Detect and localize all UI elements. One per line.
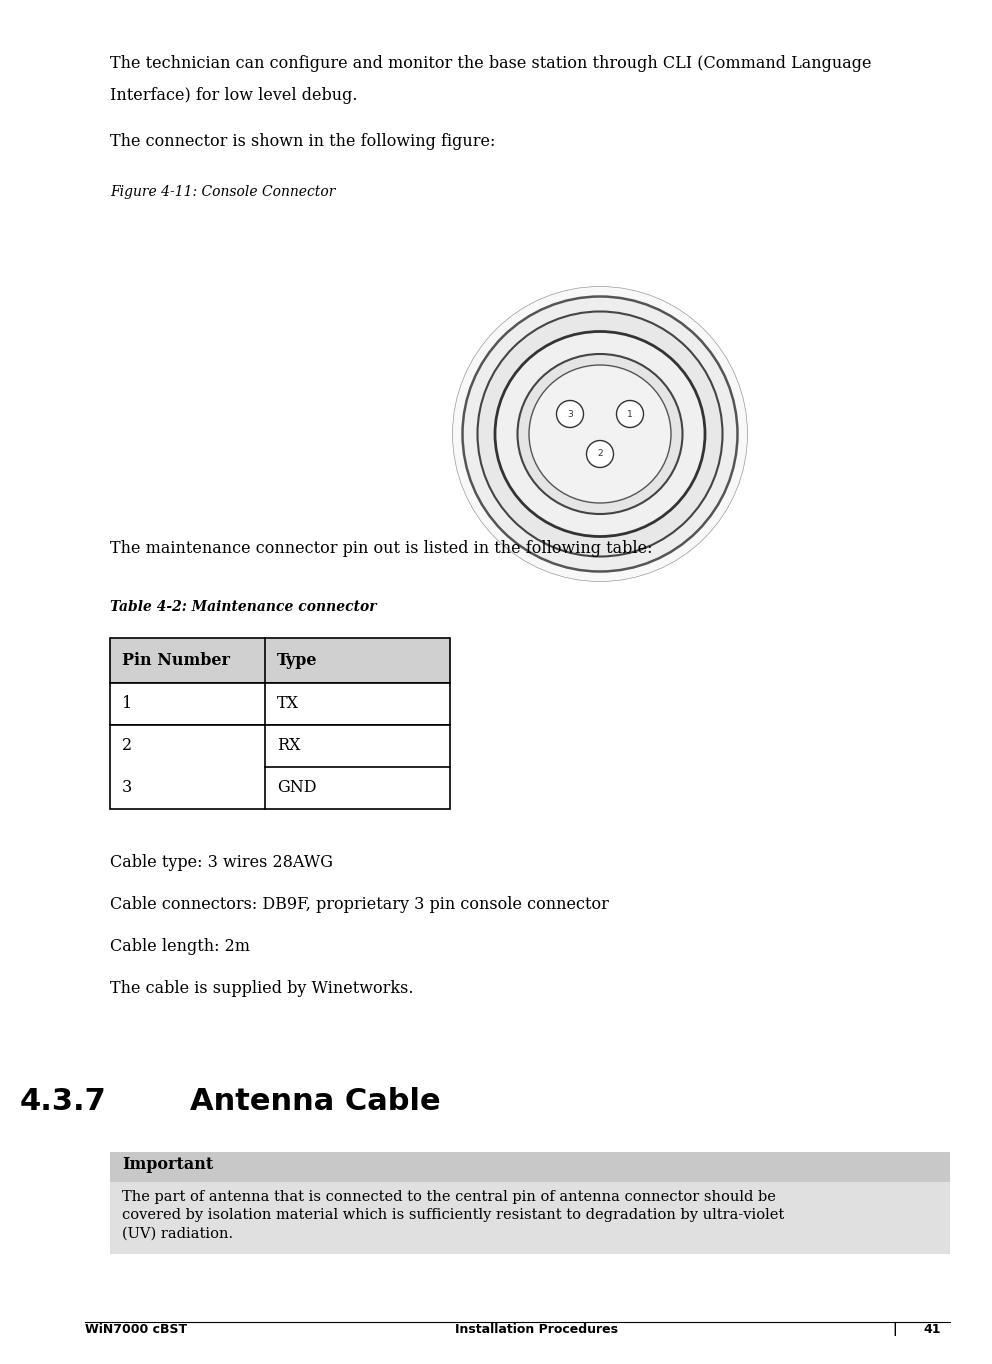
Text: Figure 4-11: Console Connector: Figure 4-11: Console Connector — [110, 186, 335, 199]
Text: WiN7000 cBST: WiN7000 cBST — [85, 1323, 187, 1335]
Ellipse shape — [557, 401, 583, 427]
Text: Cable type: 3 wires 28AWG: Cable type: 3 wires 28AWG — [110, 854, 333, 872]
Text: Type: Type — [277, 652, 317, 668]
Text: Pin Number: Pin Number — [122, 652, 230, 668]
Text: 2: 2 — [597, 450, 603, 458]
Text: Cable length: 2m: Cable length: 2m — [110, 938, 250, 955]
Text: Installation Procedures: Installation Procedures — [454, 1323, 617, 1335]
Bar — [110, 638, 450, 683]
Bar — [110, 683, 450, 726]
Ellipse shape — [477, 311, 722, 557]
Ellipse shape — [529, 366, 671, 503]
Ellipse shape — [495, 331, 705, 536]
Text: Cable connectors: DB9F, proprietary 3 pin console connector: Cable connectors: DB9F, proprietary 3 pi… — [110, 896, 609, 913]
Ellipse shape — [586, 441, 613, 468]
Text: 1: 1 — [122, 696, 132, 712]
Text: |: | — [893, 1323, 898, 1335]
Text: Table 4-2: Maintenance connector: Table 4-2: Maintenance connector — [110, 600, 377, 614]
Text: Interface) for low level debug.: Interface) for low level debug. — [110, 87, 357, 104]
Text: 4.3.7: 4.3.7 — [20, 1087, 107, 1116]
Ellipse shape — [462, 296, 737, 572]
Text: The technician can configure and monitor the base station through CLI (Command L: The technician can configure and monitor… — [110, 55, 872, 72]
Ellipse shape — [616, 401, 644, 427]
Text: RX: RX — [277, 738, 301, 754]
Text: 1: 1 — [627, 409, 633, 419]
Text: 3: 3 — [122, 779, 132, 797]
Text: GND: GND — [277, 779, 316, 797]
Text: The connector is shown in the following figure:: The connector is shown in the following … — [110, 134, 495, 150]
Bar — [110, 1153, 950, 1183]
Text: The maintenance connector pin out is listed in the following table:: The maintenance connector pin out is lis… — [110, 540, 653, 557]
Text: Important: Important — [122, 1157, 213, 1173]
Text: Antenna Cable: Antenna Cable — [190, 1087, 440, 1116]
Text: The cable is supplied by Winetworks.: The cable is supplied by Winetworks. — [110, 979, 414, 997]
Text: 3: 3 — [567, 409, 572, 419]
Text: 2: 2 — [122, 738, 132, 754]
Text: The part of antenna that is connected to the central pin of antenna connector sh: The part of antenna that is connected to… — [122, 1189, 785, 1241]
Bar — [110, 1183, 950, 1254]
Ellipse shape — [452, 286, 748, 581]
Ellipse shape — [518, 355, 682, 514]
Bar — [110, 726, 450, 809]
Text: TX: TX — [277, 696, 299, 712]
Text: 41: 41 — [924, 1323, 940, 1335]
